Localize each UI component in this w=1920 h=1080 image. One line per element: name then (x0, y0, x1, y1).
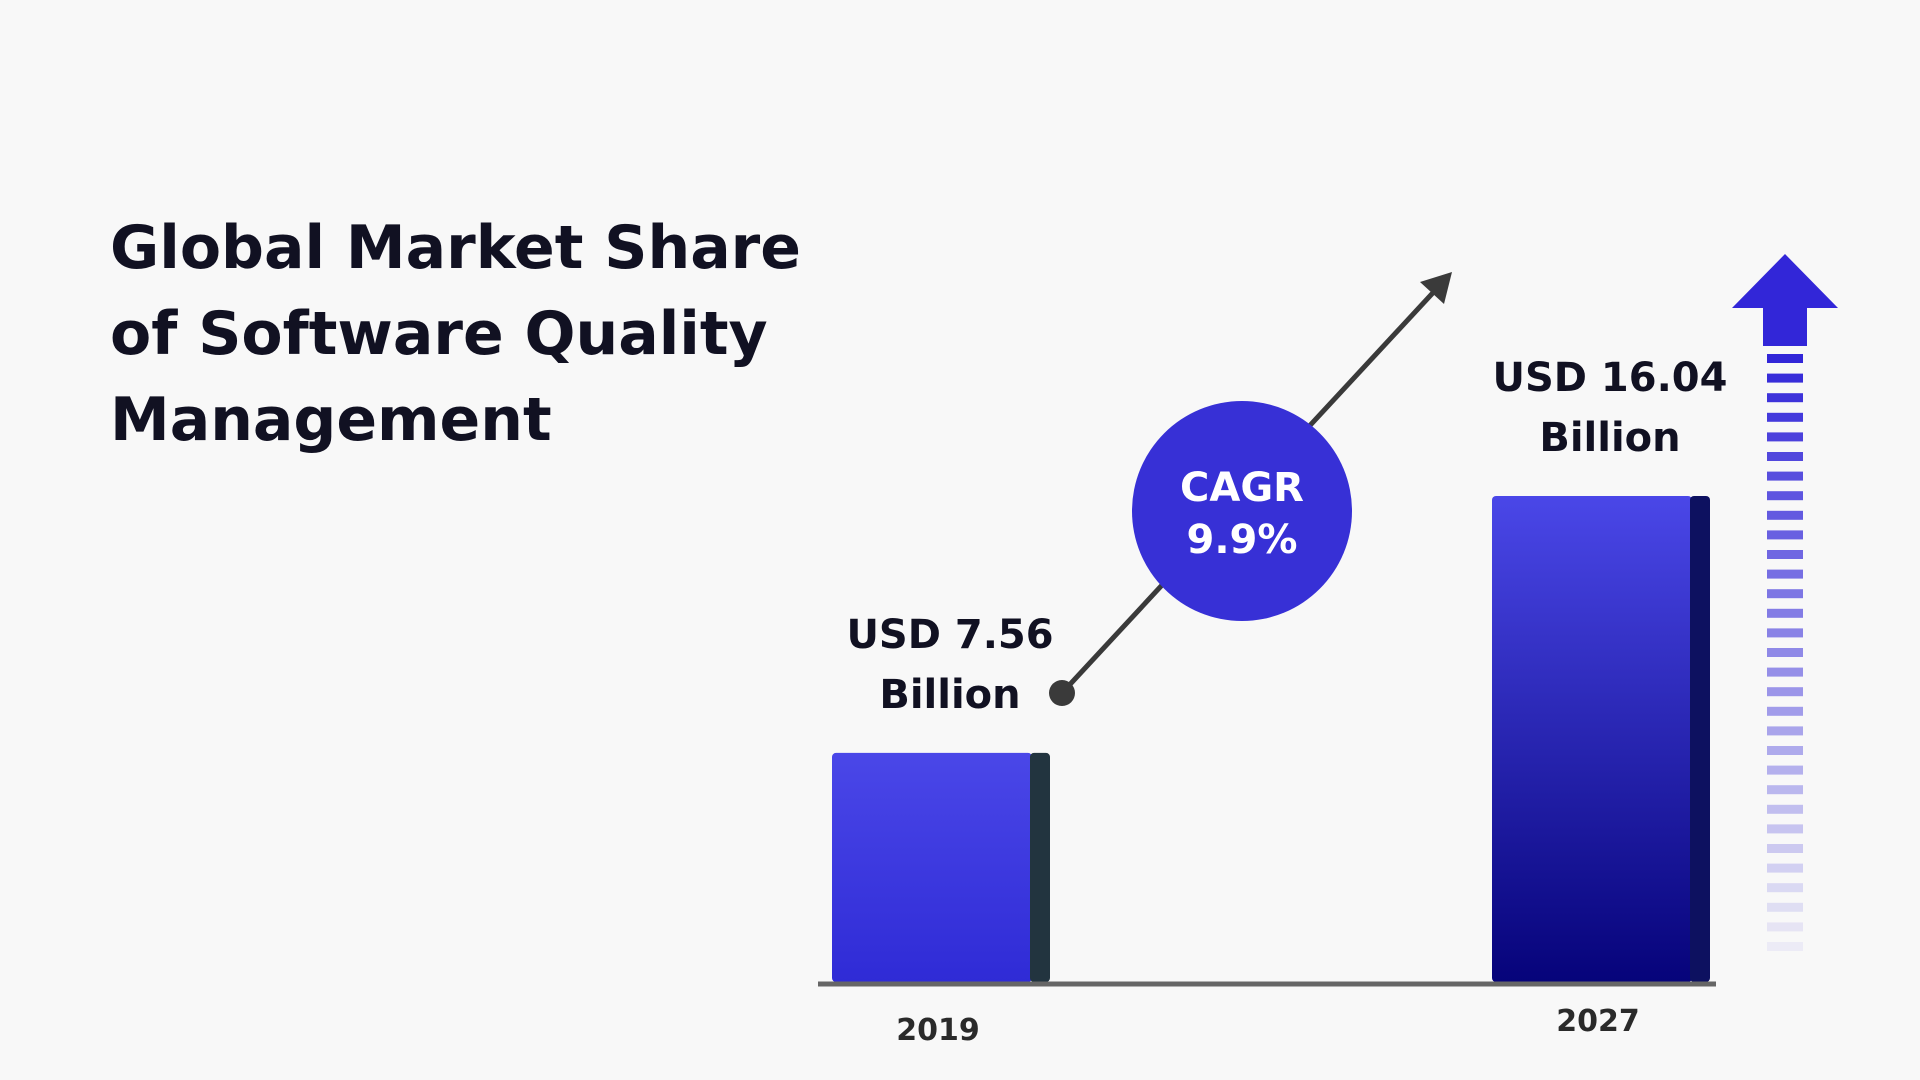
up-arrow-dash (1767, 922, 1803, 932)
up-arrow-dash (1767, 354, 1803, 363)
up-arrow-dash (1767, 804, 1803, 814)
up-arrow-dash (1767, 432, 1803, 442)
data-label-2019-line2: Billion (879, 672, 1020, 718)
up-arrow-dash (1767, 412, 1803, 422)
up-arrow-dash (1767, 726, 1803, 736)
bar-2019 (832, 752, 1032, 982)
up-arrow-dash (1767, 589, 1803, 599)
up-arrow-dash (1767, 785, 1803, 795)
bar-2027 (1492, 495, 1692, 982)
up-arrow-dash (1767, 452, 1803, 461)
up-arrow-dash (1767, 471, 1803, 481)
up-arrow-dash (1767, 373, 1803, 383)
bar-side-2019 (1030, 752, 1050, 982)
up-arrow-dash (1767, 883, 1803, 893)
data-label-2027-line1: USD 16.04 (1493, 355, 1728, 401)
x-tick-label-2027: 2027 (1556, 1004, 1640, 1039)
up-arrow-dash (1767, 628, 1803, 638)
up-arrow-dash (1767, 844, 1803, 853)
cagr-label: CAGR (1180, 465, 1304, 511)
up-arrow-dash (1767, 550, 1803, 559)
up-arrow-dash (1767, 530, 1803, 540)
up-arrow-dash (1767, 569, 1803, 579)
up-arrow-dash (1767, 765, 1803, 775)
up-arrow-dash (1767, 863, 1803, 873)
up-arrow-dash (1767, 393, 1803, 403)
data-label-2027-line2: Billion (1539, 415, 1680, 461)
trend-arrow-head-icon (1420, 272, 1452, 304)
up-arrow-dash (1767, 648, 1803, 657)
up-arrow-icon (1732, 254, 1838, 346)
up-arrow-dash (1767, 902, 1803, 912)
up-arrow-dash (1767, 687, 1803, 697)
up-arrow-dash (1767, 746, 1803, 755)
up-arrow-dash (1767, 608, 1803, 618)
trend-start-dot (1049, 680, 1075, 706)
cagr-value: 9.9% (1187, 517, 1298, 563)
x-tick-label-2019: 2019 (896, 1013, 980, 1048)
bar-side-2027 (1690, 495, 1710, 982)
up-arrow-dash (1767, 510, 1803, 520)
chart-title: Global Market Share of Software Quality … (110, 213, 801, 455)
up-arrow-dash (1767, 942, 1803, 951)
up-arrow-dash (1767, 824, 1803, 834)
up-arrow-dash (1767, 667, 1803, 677)
up-arrow-dash (1767, 491, 1803, 501)
up-arrow-dash (1767, 706, 1803, 716)
data-label-2019-line1: USD 7.56 (846, 612, 1053, 658)
cagr-bubble (1132, 401, 1352, 621)
